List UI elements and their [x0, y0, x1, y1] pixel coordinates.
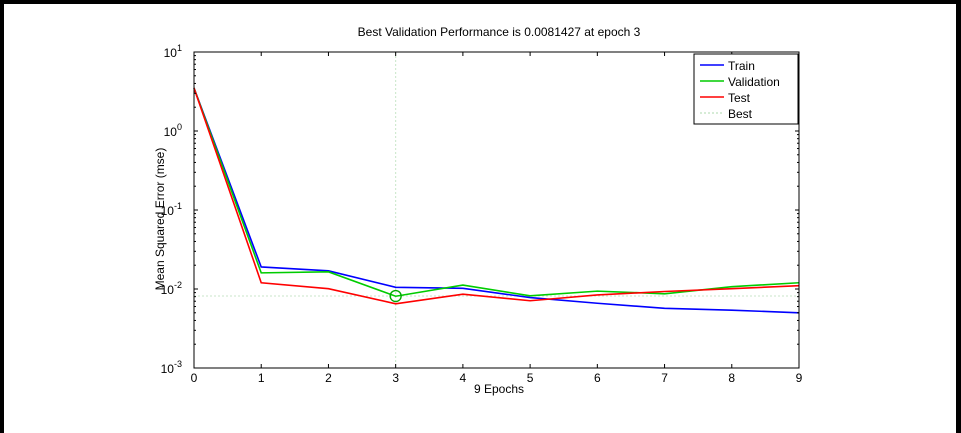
legend-label-validation: Validation: [728, 75, 780, 89]
legend-label-train: Train: [728, 59, 755, 73]
x-tick-label: 1: [258, 371, 265, 385]
x-tick-label: 6: [594, 371, 601, 385]
legend-label-best: Best: [728, 107, 753, 121]
y-axis-label: Mean Squared Error (mse): [153, 148, 167, 291]
x-tick-label: 9: [796, 371, 803, 385]
y-tick-label: 10-2: [161, 280, 182, 297]
y-tick-label: 10-3: [161, 359, 182, 376]
performance-chart: Best Validation Performance is 0.0081427…: [153, 25, 803, 396]
x-axis-label: 9 Epochs: [474, 382, 524, 396]
chart-title: Best Validation Performance is 0.0081427…: [358, 25, 641, 39]
legend-label-test: Test: [728, 91, 751, 105]
best-epoch-marker: [389, 289, 402, 303]
series-line-test: [193, 87, 800, 305]
x-tick-label: 8: [728, 371, 735, 385]
x-tick-label: 2: [325, 371, 332, 385]
x-tick-label: 5: [527, 371, 534, 385]
x-tick-label: 7: [661, 371, 668, 385]
y-tick-label: 10-1: [161, 201, 182, 218]
x-tick-label: 3: [392, 371, 399, 385]
y-tick-label: 100: [164, 122, 182, 139]
x-tick-label: 4: [460, 371, 467, 385]
series-line-train: [193, 87, 800, 314]
y-tick-label: 101: [164, 43, 182, 60]
figure-frame: Best Validation Performance is 0.0081427…: [4, 4, 956, 433]
x-tick-label: 0: [191, 371, 198, 385]
